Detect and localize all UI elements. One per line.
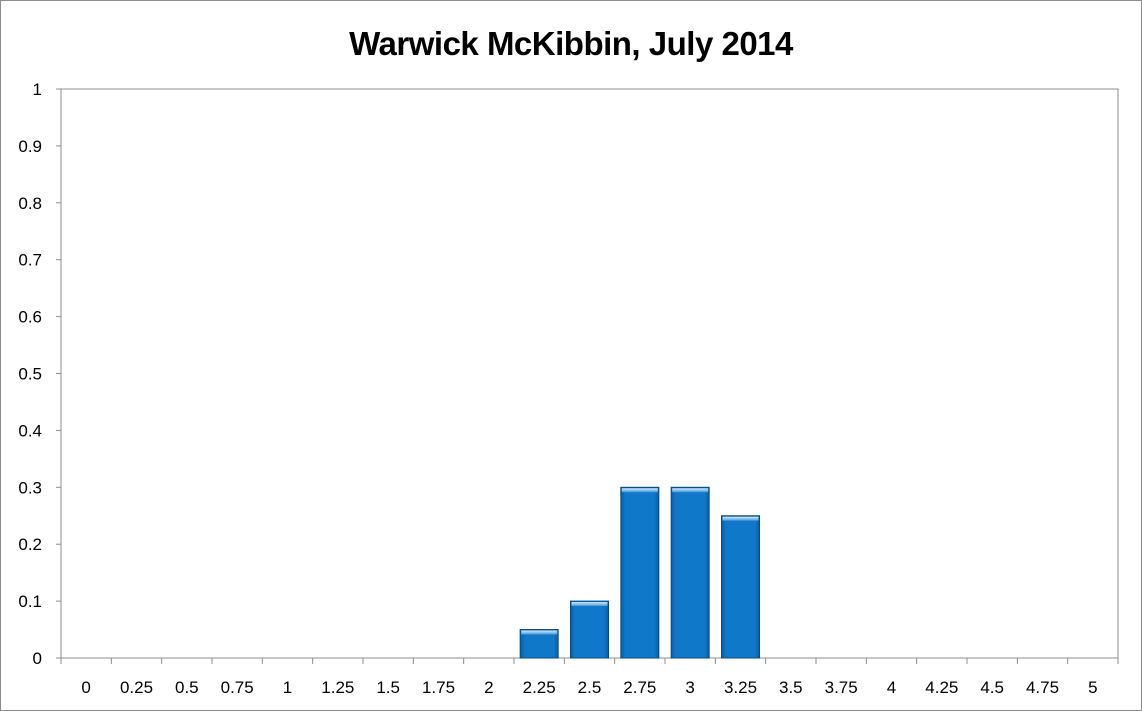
- x-tick-label: 2.75: [623, 678, 656, 697]
- y-tick-label: 0.4: [18, 421, 42, 440]
- x-tick-label: 1.75: [422, 678, 455, 697]
- x-tick-label: 0.25: [120, 678, 153, 697]
- x-tick-label: 1: [283, 678, 292, 697]
- x-tick-label: 3.25: [724, 678, 757, 697]
- y-tick-label: 0.7: [18, 251, 42, 270]
- bar-highlight: [521, 630, 558, 635]
- y-tick-label: 0: [33, 649, 42, 668]
- y-tick-label: 0.2: [18, 535, 42, 554]
- bar-highlight: [722, 516, 759, 521]
- x-tick-label: 4.75: [1026, 678, 1059, 697]
- y-tick-label: 0.5: [18, 365, 42, 384]
- bar: [620, 486, 660, 659]
- x-tick-label: 2.5: [578, 678, 602, 697]
- bar-highlight: [672, 488, 709, 493]
- bar-highlight: [621, 488, 658, 493]
- chart-title: Warwick McKibbin, July 2014: [349, 25, 793, 62]
- x-tick-label: 5: [1088, 678, 1097, 697]
- y-tick-label: 0.9: [18, 137, 42, 156]
- y-tick-label: 0.8: [18, 194, 42, 213]
- x-tick-label: 4.25: [925, 678, 958, 697]
- y-tick-label: 0.1: [18, 592, 42, 611]
- plot-area: [60, 88, 1119, 659]
- x-tick-label: 3.75: [825, 678, 858, 697]
- x-tick-label: 1.25: [321, 678, 354, 697]
- bar: [670, 486, 710, 659]
- x-tick-label: 0.75: [221, 678, 254, 697]
- y-tick-label: 1: [33, 80, 42, 99]
- x-tick-label: 3.5: [779, 678, 803, 697]
- x-tick-label: 0: [81, 678, 90, 697]
- bar: [721, 515, 760, 659]
- x-tick-label: 2.25: [523, 678, 556, 697]
- y-tick-label: 0.6: [18, 308, 42, 327]
- x-tick-label: 1.5: [376, 678, 400, 697]
- x-tick-label: 0.5: [175, 678, 199, 697]
- x-tick-label: 4: [887, 678, 896, 697]
- x-tick-label: 4.5: [980, 678, 1004, 697]
- y-tick-label: 0.3: [18, 478, 42, 497]
- x-tick-label: 2: [484, 678, 493, 697]
- bar: [570, 600, 609, 659]
- x-tick-label: 3: [685, 678, 694, 697]
- bar-highlight: [571, 602, 608, 607]
